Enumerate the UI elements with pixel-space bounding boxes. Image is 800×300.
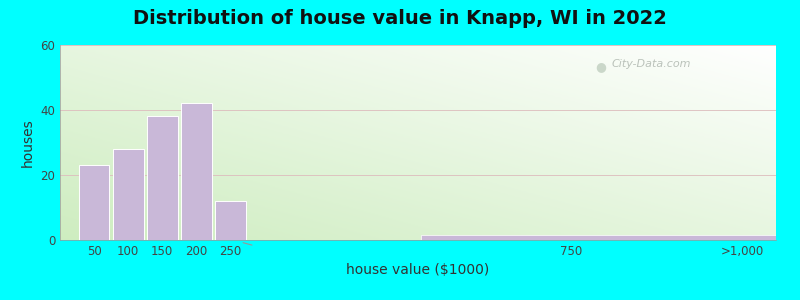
Bar — [113, 149, 143, 240]
X-axis label: house value ($1000): house value ($1000) — [346, 263, 490, 278]
Bar — [215, 201, 246, 240]
Text: ●: ● — [595, 60, 606, 73]
Bar — [147, 116, 178, 240]
Bar — [78, 165, 110, 240]
Bar — [422, 235, 776, 240]
Bar — [181, 103, 212, 240]
Text: Distribution of house value in Knapp, WI in 2022: Distribution of house value in Knapp, WI… — [133, 9, 667, 28]
Y-axis label: houses: houses — [21, 118, 34, 167]
Text: City-Data.com: City-Data.com — [611, 58, 691, 69]
